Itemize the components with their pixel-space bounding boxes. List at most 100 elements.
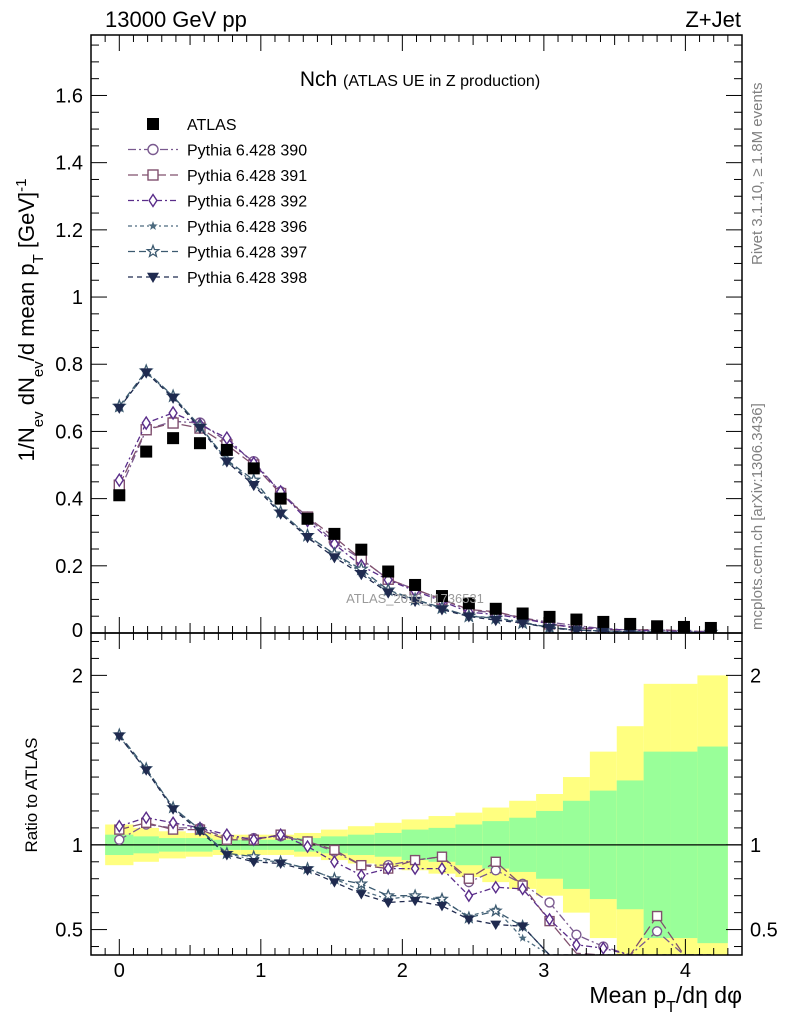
y-tick-label-top: 1.2 [55,220,83,242]
data-marker [329,844,340,856]
legend-entry-6: Pythia 6.428 398 [128,270,307,287]
data-marker [544,897,555,908]
data-marker [381,888,396,902]
y-axis-label-bottom: Ratio to ATLAS [22,738,41,853]
analysis-watermark: ATLAS_2019_I1736531 [346,591,484,606]
data-marker [220,443,233,456]
data-marker [543,610,556,623]
ratio-line [119,822,711,955]
y-tick-label-bottom-right: 0.5 [750,920,778,942]
data-marker [328,527,341,540]
data-marker [275,859,287,869]
data-marker [193,423,206,435]
data-marker [147,272,159,283]
data-marker [354,876,369,890]
data-marker [167,432,180,445]
chart-title: Nch (ATLAS UE in Z production) [300,68,540,91]
process-label: Z+Jet [685,7,741,32]
data-marker [356,859,367,871]
y-tick-label-top: 1 [72,287,83,309]
data-marker [145,243,161,258]
data-marker [248,857,260,868]
data-marker [113,732,125,742]
legend-label: Pythia 6.428 396 [187,219,307,236]
data-marker [276,827,286,842]
data-marker [570,613,583,626]
legend-entry-4: Pythia 6.428 396 [128,219,307,236]
legend-label: Pythia 6.428 392 [187,194,307,211]
data-marker [193,437,206,450]
data-marker [462,597,475,610]
data-marker [141,415,151,431]
y-axis-label-top: 1/Nev dNev/d mean pT [GeV]-1 [13,179,47,462]
data-marker [435,605,448,616]
energy-label: 13000 GeV pp [105,7,247,32]
axis-ticks: 0 1 2 3 4 0.2 0.4 0.6 0.8 1 1.2 1.4 1.6 0 0.5 0.5 1 1 2 2 [55,35,778,982]
ratio-panel-series [112,727,711,955]
data-marker [302,866,314,876]
data-marker [518,882,528,896]
rivet-label: Rivet 3.1.10, ≥ 1.8M events [749,83,766,266]
data-marker [462,612,475,623]
series-0 [113,432,717,633]
data-marker [490,856,501,867]
y-tick-label-bottom-right: 1 [750,835,761,857]
data-marker [274,509,287,520]
legend-entry-1: Pythia 6.428 390 [128,143,307,160]
data-marker [113,489,126,502]
data-marker [167,393,180,404]
data-marker [221,851,233,861]
legend-entry-3: Pythia 6.428 392 [128,193,307,211]
data-marker [463,873,475,884]
data-marker [436,851,448,862]
data-marker [571,929,582,940]
x-tick-label: 1 [255,960,266,982]
legend: ATLAS Pythia 6.428 390 Pythia 6.428 391 Pyt… [128,117,307,287]
data-marker [437,861,447,876]
y-tick-label-top: 0.8 [55,354,83,376]
data-marker [491,880,501,894]
data-marker [489,602,502,615]
data-marker [704,621,717,633]
data-marker [677,620,690,633]
data-marker [168,816,178,830]
data-marker [651,926,663,937]
y-tick-label-top: 0.6 [55,421,83,443]
data-marker [114,472,125,488]
data-marker [410,861,420,876]
top-panel-series [111,363,719,633]
data-marker [168,405,178,421]
data-marker [249,832,259,847]
y-tick-label-top: 0.2 [55,556,83,578]
x-tick-label: 4 [680,960,691,982]
data-marker [114,834,125,845]
data-marker [194,827,206,837]
data-marker [597,615,610,628]
data-marker [140,368,153,379]
y-tick-label-top: 0 [72,620,83,642]
x-tick-label: 0 [114,960,125,982]
data-marker [167,805,179,815]
data-marker [303,839,312,854]
data-marker [140,766,152,776]
data-marker [222,827,232,842]
data-marker [147,118,159,130]
data-marker [147,143,159,156]
data-marker [490,865,501,876]
data-marker [436,902,448,912]
data-marker [382,565,395,578]
data-marker [517,922,529,932]
y-tick-label-top: 1.6 [55,85,83,107]
data-marker [355,543,368,556]
y-tick-label-bottom: 2 [72,665,83,687]
data-marker [247,462,260,475]
data-marker [543,623,556,633]
data-marker [382,588,395,599]
ratio-series-6 [113,732,711,955]
bottom-panel-frame [90,632,743,956]
legend-label: Pythia 6.428 390 [187,143,307,160]
data-marker [330,855,339,869]
data-marker [409,578,422,591]
legend-entry-2: Pythia 6.428 391 [128,168,307,185]
